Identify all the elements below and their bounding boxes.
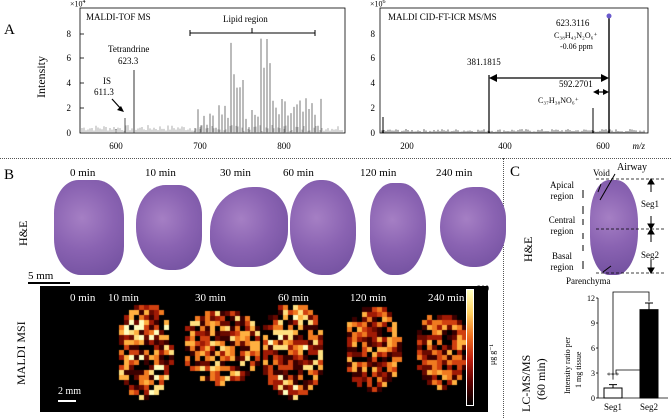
msi-heatmap — [40, 286, 488, 412]
msi-time-label: 10 min — [108, 292, 139, 304]
left-spectrum: 8 6 4 2 0 600 700 800 MALDI-TOF MS ×104 … — [0, 0, 350, 155]
x-unit: m/z — [632, 141, 645, 151]
msi-time-label: 120 min — [350, 292, 387, 304]
colorbar-unit: μg g⁻¹ — [488, 344, 497, 365]
basal-label: Basal region — [550, 251, 574, 272]
y-axis-label: Intensity — [34, 56, 48, 98]
left-spectrum-svg: 8 6 4 2 0 600 700 800 — [67, 7, 346, 151]
separator-horizontal — [0, 158, 671, 159]
msi-time-label: 0 min — [70, 292, 96, 304]
he-tissue — [440, 187, 506, 267]
y-tick: 8 — [67, 29, 72, 39]
panel-b-letter: B — [4, 167, 15, 183]
he-scale-label: 5 mm — [28, 270, 54, 282]
y-tick-c: 6 — [591, 344, 595, 353]
he-tissue — [54, 180, 124, 275]
tetrandrine-label: Tetrandrine — [108, 44, 150, 54]
left-title: MALDI-TOF MS — [86, 12, 151, 22]
time-label: 120 min — [360, 167, 397, 179]
right-spectrum-svg: 8 6 4 2 0 200 400 600 m/z — [371, 7, 649, 151]
he-tissue — [136, 185, 202, 270]
separator-vertical — [503, 158, 504, 418]
msi-time-label: 60 min — [278, 292, 309, 304]
y-tick-c: 12 — [587, 294, 595, 303]
void-label: Void — [593, 168, 610, 178]
central-label: Central region — [548, 215, 576, 236]
time-label: 60 min — [283, 167, 314, 179]
precursor-formula: C₃₈H₄₃N₂O₆⁺ — [554, 31, 598, 40]
y-tick: 4 — [371, 78, 376, 88]
bar-category: Seg2 — [640, 402, 658, 412]
he-tissue — [370, 183, 426, 275]
x-tick: 600 — [109, 141, 123, 151]
colorbar-title: Concentration — [478, 334, 487, 380]
time-label: 30 min — [220, 167, 251, 179]
y-tick: 2 — [371, 103, 376, 113]
x-tick: 400 — [498, 141, 512, 151]
lcms-label: LC-MS/MS — [519, 354, 533, 412]
msi-label: MALDI MSI — [14, 321, 28, 385]
colorbar-min: 0 — [477, 400, 481, 409]
he-label-b: H&E — [16, 220, 30, 246]
error-bar — [645, 302, 653, 310]
is-mz: 611.3 — [94, 87, 114, 97]
colorbar — [466, 289, 474, 406]
y-tick: 2 — [67, 103, 72, 113]
fragment1-mz: 381.1815 — [467, 57, 501, 67]
x-tick: 200 — [400, 141, 414, 151]
time-label: 10 min — [145, 167, 176, 179]
parenchyma-label: Parenchyma — [566, 276, 611, 286]
airway-label: Airway — [617, 162, 647, 173]
y-tick-c: 9 — [591, 319, 595, 328]
y-tick: 0 — [371, 128, 376, 138]
y-tick: 0 — [67, 128, 72, 138]
msi-scale-label: 2 mm — [58, 386, 82, 397]
bar — [603, 387, 623, 399]
y-multiplier: ×104 — [70, 0, 86, 9]
x-tick: 800 — [277, 141, 291, 151]
bar — [639, 309, 659, 399]
seg2-label: Seg2 — [641, 250, 659, 260]
lcms-sub: (60 min) — [534, 358, 548, 400]
lipid-region-label: Lipid region — [223, 14, 268, 24]
lcms-bar-chart: 12 9 6 3 0 *** Seg1 Seg2 — [587, 291, 668, 412]
msi-scale-bar — [58, 400, 76, 402]
time-label: 240 min — [436, 167, 473, 179]
y-tick-c: 0 — [591, 394, 595, 403]
he-tissue — [210, 187, 288, 267]
y-tick-c: 3 — [591, 369, 595, 378]
y-axis-label-c1: Intensity ratio per — [563, 337, 572, 394]
colorbar-max: 300 — [477, 284, 489, 293]
y-multiplier: ×106 — [370, 0, 386, 9]
he-tissue-c — [590, 180, 638, 275]
precursor-error: -0.06 ppm — [560, 42, 593, 51]
significance-marker: *** — [607, 371, 619, 380]
x-tick: 700 — [193, 141, 207, 151]
panel-c-letter: C — [510, 164, 521, 180]
comparison-bracket — [612, 291, 650, 380]
panel-a-letter: A — [4, 22, 15, 38]
time-label: 0 min — [70, 167, 96, 179]
he-scale-bar — [28, 282, 70, 284]
y-tick: 6 — [67, 53, 72, 63]
is-label: IS — [103, 76, 112, 86]
apical-label: Apical region — [550, 180, 574, 201]
precursor-mz: 623.3116 — [556, 18, 590, 28]
x-tick: 600 — [596, 141, 610, 151]
error-bar — [609, 384, 617, 388]
fragment2-mz: 592.2701 — [559, 79, 593, 89]
seg1-label: Seg1 — [641, 199, 659, 209]
msi-time-label: 30 min — [195, 292, 226, 304]
y-tick: 8 — [371, 29, 376, 39]
tetrandrine-mz: 623.3 — [118, 56, 139, 66]
bar-category: Seg1 — [604, 402, 622, 412]
he-tissue — [290, 180, 356, 275]
y-tick: 4 — [67, 78, 72, 88]
fragment2-formula: C₃₇H₃₈NO₆⁺ — [538, 96, 579, 105]
msi-time-label: 240 min — [428, 292, 465, 304]
y-tick: 6 — [371, 53, 376, 63]
right-spectrum: 8 6 4 2 0 200 400 600 m/z ×106 MALDI CID… — [360, 0, 671, 155]
panel-c-annotations — [582, 173, 666, 274]
right-title: MALDI CID-FT-ICR MS/MS — [388, 12, 497, 22]
